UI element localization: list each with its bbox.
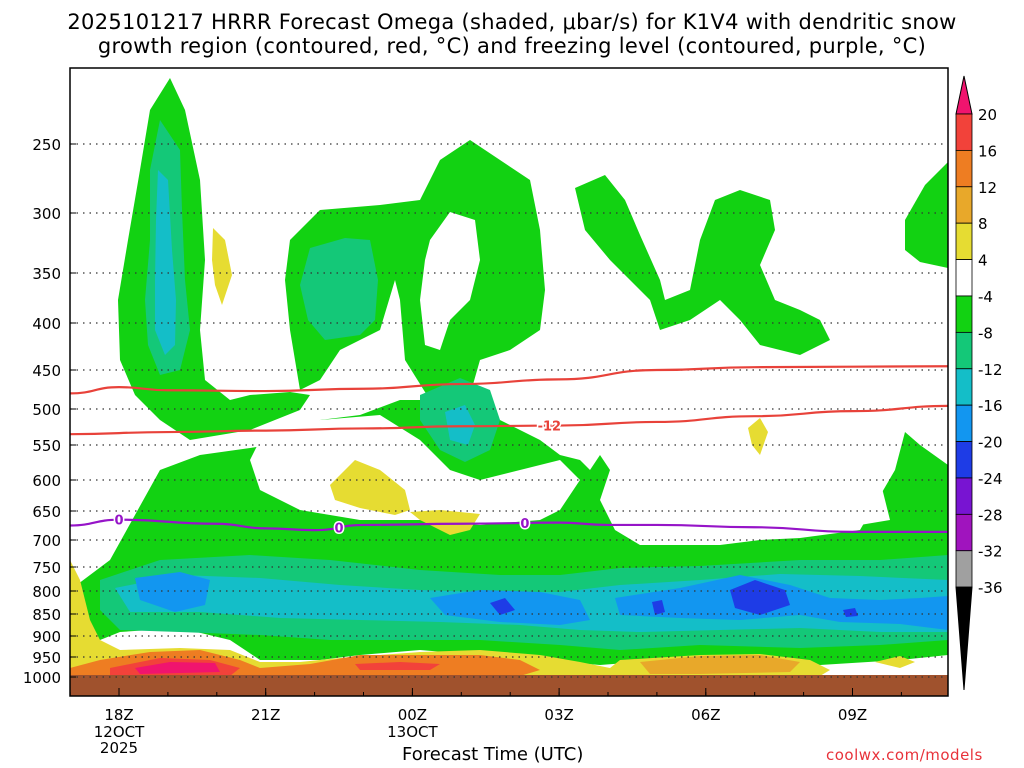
colorbar-label: 20 bbox=[978, 106, 997, 124]
colorbar-label: -20 bbox=[978, 434, 1003, 452]
y-tick-label: 400 bbox=[32, 315, 61, 333]
colorbar-bottom-arrow bbox=[955, 586, 973, 691]
omega-region-white-low bbox=[250, 415, 580, 525]
y-tick-label: 450 bbox=[32, 362, 61, 380]
y-tick-label: 650 bbox=[32, 503, 61, 521]
colorbar-swatch bbox=[955, 550, 973, 588]
contour-line bbox=[70, 518, 948, 533]
omega-region-darkblue-2 bbox=[652, 600, 665, 615]
omega-region-orange-right bbox=[640, 655, 800, 674]
y-axis-ticks: 250 300 350 400 450 500 550 600 650 700 750 800 850 9… bbox=[23, 136, 76, 687]
colorbar-swatch bbox=[955, 513, 973, 552]
omega-region-white-right bbox=[615, 450, 890, 530]
colorbar-label: 16 bbox=[978, 142, 997, 160]
contour-label: -12 bbox=[538, 420, 562, 435]
colorbar-label: -24 bbox=[978, 470, 1003, 488]
colorbar-swatch bbox=[955, 149, 973, 188]
temperature-contours: -12 0 0 0 bbox=[70, 365, 948, 538]
colorbar-label: 12 bbox=[978, 179, 997, 197]
y-tick-label: 250 bbox=[32, 136, 61, 154]
omega-region-darkblue-3 bbox=[730, 580, 790, 615]
x-tick-label: 18Z bbox=[104, 706, 133, 724]
chart-title-line-2: growth region (contoured, red, °C) and f… bbox=[97, 34, 927, 58]
omega-region-yellow-right bbox=[748, 418, 768, 455]
colorbar-top-arrow bbox=[955, 75, 973, 115]
colorbar-swatch bbox=[955, 295, 973, 333]
y-tick-label: 900 bbox=[32, 628, 61, 646]
x-tick-label: 21Z bbox=[251, 706, 280, 724]
colorbar-label: -16 bbox=[978, 397, 1003, 415]
colorbar-label: -32 bbox=[978, 543, 1003, 561]
y-tick-label: 300 bbox=[32, 205, 61, 223]
colorbar-swatch bbox=[955, 113, 973, 151]
y-tick-label: 750 bbox=[32, 559, 61, 577]
omega-region-yellow-far-right bbox=[875, 656, 915, 668]
colorbar-swatch bbox=[955, 259, 973, 297]
contour-label: 0 bbox=[335, 522, 344, 537]
colorbar-swatch bbox=[955, 441, 973, 479]
omega-region-teal-upper bbox=[300, 238, 378, 340]
x-axis-title: Forecast Time (UTC) bbox=[402, 744, 584, 765]
colorbar-label: 4 bbox=[978, 252, 988, 270]
omega-region-cyan-plume bbox=[155, 170, 176, 355]
x-tick-label: 09Z bbox=[838, 706, 867, 724]
ground-below-surface bbox=[70, 675, 948, 696]
colorbar-label: -4 bbox=[978, 288, 993, 306]
credit-link[interactable]: coolwx.com/models bbox=[826, 746, 983, 764]
x-tick-label: 06Z bbox=[691, 706, 720, 724]
y-tick-label: 850 bbox=[32, 606, 61, 624]
omega-region-yellow-upper bbox=[212, 228, 232, 305]
y-tick-label: 700 bbox=[32, 532, 61, 550]
colorbar-label: -36 bbox=[978, 579, 1003, 597]
chart-title-line-1: 2025101217 HRRR Forecast Omega (shaded, … bbox=[67, 10, 957, 34]
y-tick-label: 800 bbox=[32, 583, 61, 601]
plot-frame bbox=[69, 67, 949, 697]
omega-region-magenta-surface bbox=[135, 662, 220, 674]
colorbar: 20 16 12 8 4 -4 -8 -12 -16 -20 -24 -28 -32 -36 bbox=[955, 75, 1003, 691]
x-tick-sublabel: 2025 bbox=[100, 739, 138, 757]
contour-label: 0 bbox=[520, 517, 529, 532]
colorbar-swatch bbox=[955, 477, 973, 515]
omega-region-cyan-mid bbox=[445, 405, 475, 445]
x-tick-sublabel: 13OCT bbox=[387, 723, 438, 741]
y-tick-label: 600 bbox=[32, 472, 61, 490]
y-tick-label: 950 bbox=[32, 649, 61, 667]
omega-region-white-hole bbox=[420, 212, 480, 350]
colorbar-swatch bbox=[955, 331, 973, 370]
colorbar-label: 8 bbox=[978, 215, 988, 233]
colorbar-label: -12 bbox=[978, 361, 1003, 379]
x-tick-label: 00Z bbox=[398, 706, 427, 724]
colorbar-label: -28 bbox=[978, 506, 1003, 524]
y-tick-label: 550 bbox=[32, 437, 61, 455]
contour-line bbox=[70, 404, 948, 436]
x-tick-label: 03Z bbox=[544, 706, 573, 724]
omega-shading bbox=[70, 78, 948, 696]
colorbar-swatch bbox=[955, 404, 973, 442]
omega-region-yellow-mid2 bbox=[410, 510, 480, 535]
y-tick-label: 1000 bbox=[23, 669, 61, 687]
omega-region-darkblue-4 bbox=[843, 608, 858, 617]
colorbar-swatch bbox=[955, 186, 973, 224]
colorbar-swatch bbox=[955, 368, 973, 406]
omega-region-yellow-mid bbox=[330, 460, 410, 515]
colorbar-swatch bbox=[955, 222, 973, 260]
x-tick-sublabel: 12OCT bbox=[94, 723, 145, 741]
y-tick-label: 350 bbox=[32, 265, 61, 283]
omega-region-green-right-upper bbox=[575, 175, 830, 355]
omega-region-darkblue-1 bbox=[490, 598, 515, 615]
omega-region-green-far-right bbox=[905, 162, 948, 268]
contour-line bbox=[70, 365, 948, 395]
omega-region-blue-left bbox=[135, 572, 210, 612]
colorbar-label: -8 bbox=[978, 324, 993, 342]
y-tick-label: 500 bbox=[32, 401, 61, 419]
contour-label: 0 bbox=[114, 514, 123, 529]
omega-region-red-mid-surface bbox=[355, 662, 440, 670]
